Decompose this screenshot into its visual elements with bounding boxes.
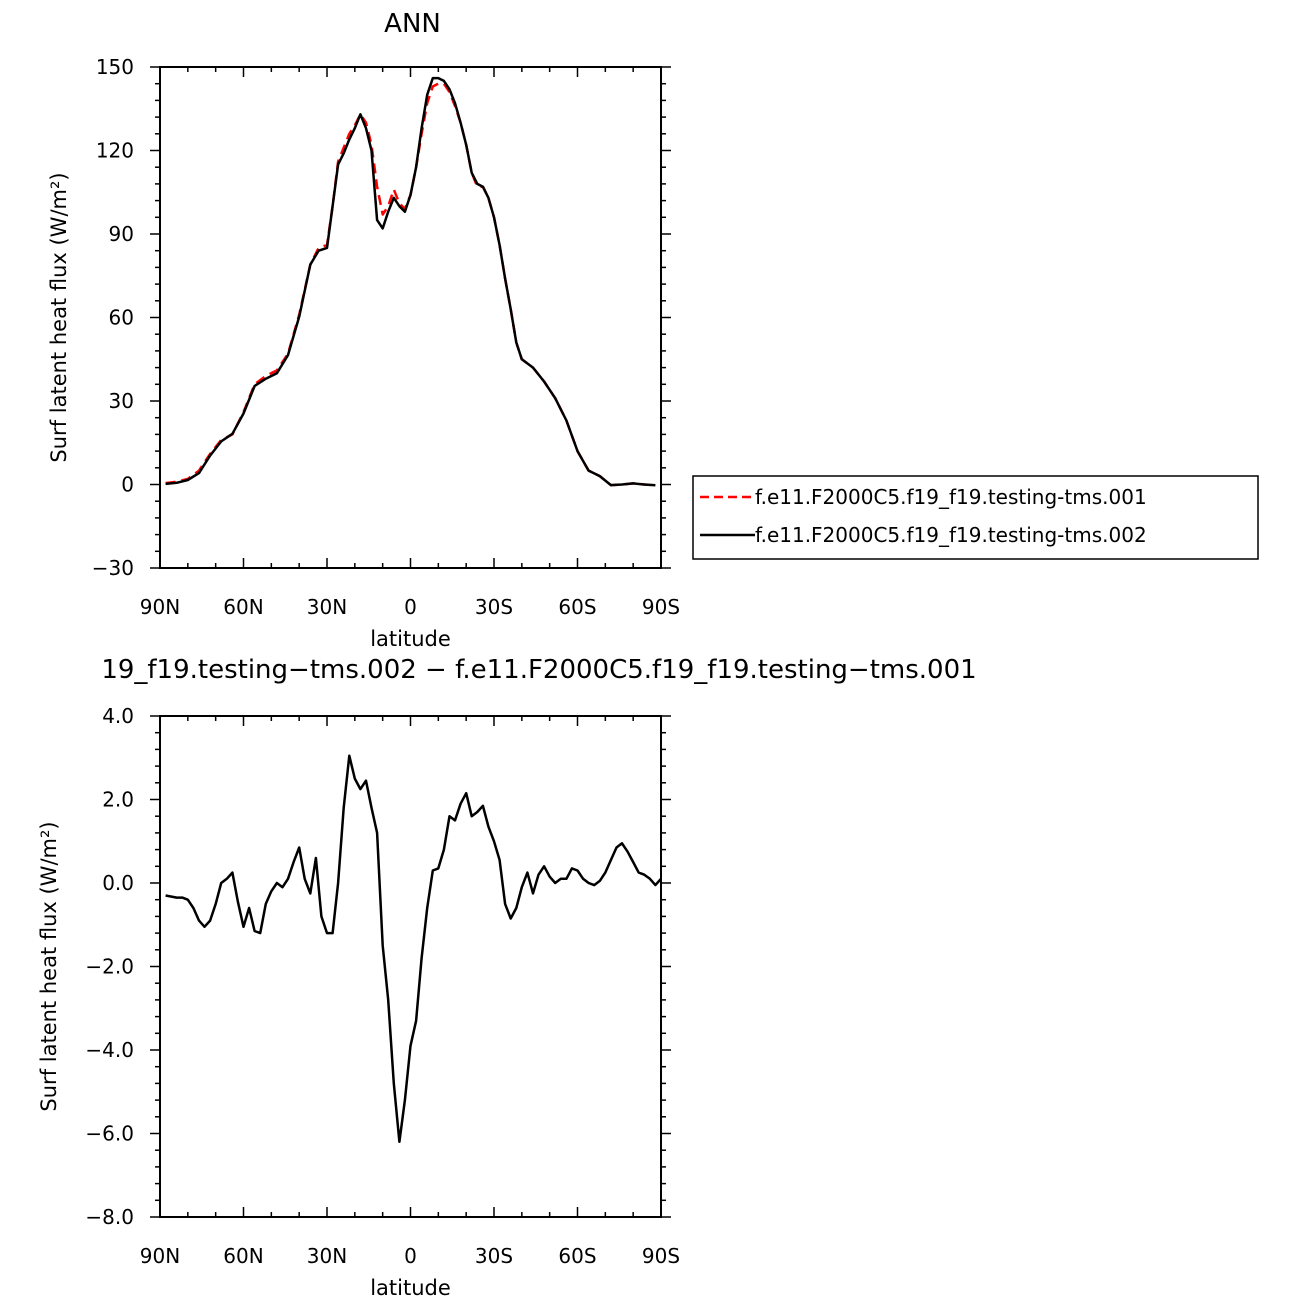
- x-tick-label: 90N: [140, 595, 180, 619]
- y-tick-label: 0.0: [102, 871, 134, 895]
- series-line-1: [165, 754, 662, 1144]
- y-tick-label: 4.0: [102, 704, 134, 728]
- x-tick-label: 0: [404, 595, 417, 619]
- y-tick-label: 60: [109, 306, 134, 330]
- x-tick-label: 90S: [642, 595, 680, 619]
- y-tick-label: −30: [92, 556, 134, 580]
- bottom-y-axis-label: Surf latent heat flux (W/m²): [37, 821, 61, 1111]
- bottom-x-axis-label: latitude: [370, 1276, 451, 1300]
- top-y-axis-label: Surf latent heat flux (W/m²): [47, 172, 71, 462]
- top-chart-title: ANN: [384, 9, 441, 39]
- series-line-1: [165, 82, 656, 487]
- x-tick-label: 60S: [558, 595, 596, 619]
- series-line-2: [165, 76, 656, 487]
- bottom-chart-panel: 19_f19.testing−tms.002 − f.e11.F2000C5.f…: [37, 655, 977, 1300]
- legend-box: [692, 475, 1259, 560]
- y-tick-label: −2.0: [85, 955, 134, 979]
- legend: f.e11.F2000C5.f19_f19.testing-tms.001 f.…: [692, 475, 1259, 560]
- plot-frame: [159, 66, 662, 569]
- x-tick-label: 90S: [642, 1244, 680, 1268]
- plot-frame: [159, 715, 662, 1218]
- legend-entry-series-001: f.e11.F2000C5.f19_f19.testing-tms.001: [755, 485, 1147, 509]
- y-tick-label: 30: [109, 389, 134, 413]
- x-tick-label: 30N: [307, 595, 347, 619]
- x-tick-label: 90N: [140, 1244, 180, 1268]
- bottom-chart-title: 19_f19.testing−tms.002 − f.e11.F2000C5.f…: [101, 655, 976, 685]
- top-x-axis-label: latitude: [370, 627, 451, 651]
- x-tick-label: 60S: [558, 1244, 596, 1268]
- x-tick-label: 60N: [223, 1244, 263, 1268]
- y-tick-label: 90: [109, 222, 134, 246]
- y-tick-label: −8.0: [85, 1205, 134, 1229]
- y-tick-label: 0: [121, 473, 134, 497]
- y-tick-label: −6.0: [85, 1122, 134, 1146]
- x-tick-label: 30S: [475, 1244, 513, 1268]
- legend-entry-series-002: f.e11.F2000C5.f19_f19.testing-tms.002: [755, 523, 1147, 547]
- x-tick-label: 0: [404, 1244, 417, 1268]
- y-tick-label: −4.0: [85, 1038, 134, 1062]
- y-tick-label: 150: [96, 55, 134, 79]
- top-chart-panel: ANN 90N 60N 30N 0 30S 60S 90S−300306090120150 …: [47, 9, 680, 651]
- y-tick-label: 2.0: [102, 788, 134, 812]
- x-tick-label: 30S: [475, 595, 513, 619]
- x-tick-label: 30N: [307, 1244, 347, 1268]
- y-tick-label: 120: [96, 139, 134, 163]
- bottom-plot-area: 90N 60N 30N 0 30S 60S 90S −8.0 −6.0 −4.0 −2.0 0.0 2.…: [85, 704, 680, 1268]
- top-plot-area: 90N 60N 30N 0 30S 60S 90S −30 0 30 60 90 120 150: [92, 55, 680, 619]
- x-tick-label: 60N: [223, 595, 263, 619]
